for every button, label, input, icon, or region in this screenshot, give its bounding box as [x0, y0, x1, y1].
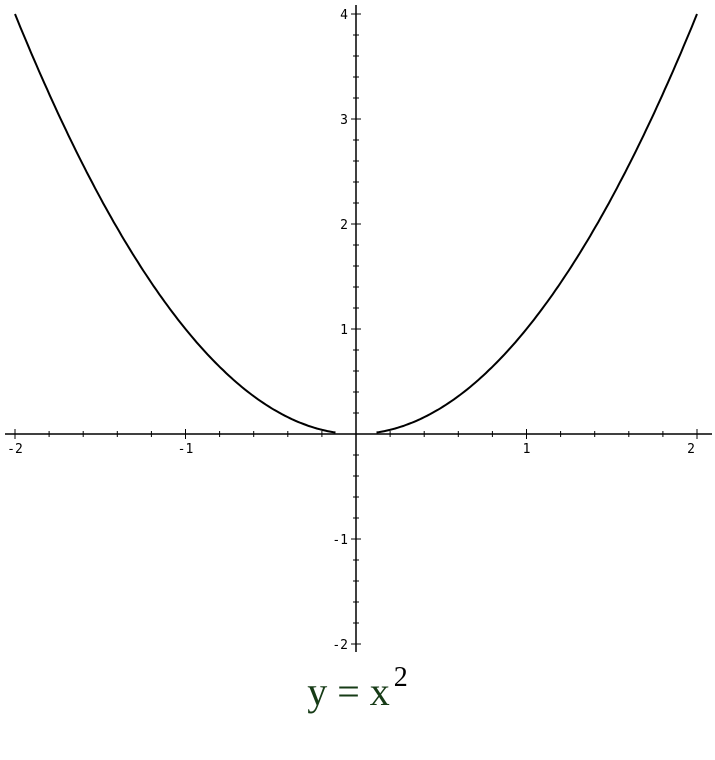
parabola-chart: -2 -1 1 2 4 3 2 1 -1 -2: [5, 5, 712, 653]
y-tick-label: -1: [332, 533, 348, 548]
caption-base: y = x: [307, 669, 390, 714]
y-tick-label: 1: [340, 323, 348, 338]
caption-exponent: 2: [393, 662, 408, 693]
x-tick-label: -1: [178, 442, 194, 457]
x-tick-label: -2: [7, 442, 23, 457]
x-tick-label: 2: [687, 442, 695, 457]
y-tick-label: 2: [340, 218, 348, 233]
parabola-branch-right: [376, 13, 698, 434]
parabola-branch-left: [14, 13, 336, 434]
y-tick-label: 3: [340, 113, 348, 128]
y-tick-label: -2: [332, 638, 348, 653]
y-tick-label: 4: [340, 8, 348, 23]
x-tick-label: 1: [523, 442, 531, 457]
